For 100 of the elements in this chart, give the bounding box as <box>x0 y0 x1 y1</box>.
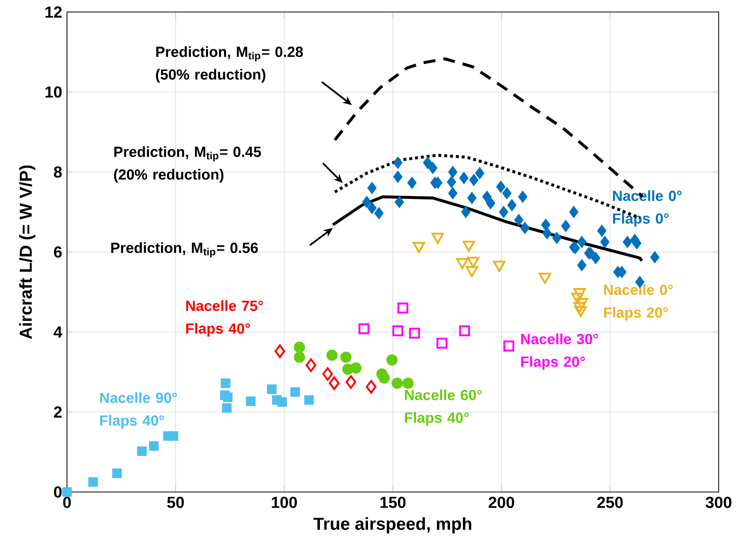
point <box>496 180 506 193</box>
point <box>277 397 287 407</box>
y-tick-label: 4 <box>54 326 62 338</box>
point <box>571 292 584 304</box>
point <box>446 176 456 188</box>
point <box>498 206 508 218</box>
point <box>459 325 470 336</box>
y-tick-label: 0 <box>54 486 62 498</box>
point <box>137 446 147 456</box>
point <box>407 176 417 189</box>
y-tick-label: 10 <box>46 86 62 98</box>
text: Prediction, M$_{tip}$= 0.28 (50% reduction) <box>156 46 303 83</box>
point <box>222 392 233 402</box>
point <box>552 232 562 244</box>
series-label: Nacelle 75° Flaps 40° <box>186 300 264 337</box>
point <box>394 196 404 208</box>
point <box>378 372 390 384</box>
point <box>290 387 300 397</box>
x-tick-label: 100 <box>272 496 297 508</box>
point <box>362 196 372 208</box>
point <box>577 236 586 248</box>
point <box>597 224 606 237</box>
point <box>350 362 362 374</box>
point <box>358 323 370 334</box>
point <box>466 256 480 268</box>
x-tick-label: 200 <box>488 496 514 508</box>
point <box>328 376 340 390</box>
point <box>462 240 476 252</box>
point <box>274 344 286 358</box>
point <box>412 242 426 254</box>
x-tick-label: 150 <box>380 496 406 508</box>
point <box>541 218 550 231</box>
point <box>367 182 377 194</box>
point <box>622 236 632 248</box>
text: Prediction, M$_{tip}$= 0.45 (20% reduction) <box>114 146 261 183</box>
point <box>469 174 479 186</box>
point <box>428 162 438 174</box>
point <box>573 288 586 300</box>
point <box>456 258 469 270</box>
point <box>520 222 530 234</box>
point <box>220 378 230 388</box>
point <box>393 156 403 169</box>
series-label: Nacelle 30° Flaps 20° <box>521 333 598 370</box>
point <box>569 206 578 218</box>
point <box>294 342 306 353</box>
point <box>577 259 586 272</box>
point <box>340 352 352 363</box>
point <box>246 396 256 406</box>
point <box>304 395 314 405</box>
point <box>448 187 458 200</box>
point <box>222 403 232 413</box>
point <box>436 338 448 349</box>
x-tick-label: 0 <box>63 496 71 508</box>
point <box>409 328 420 339</box>
point <box>88 477 98 487</box>
point <box>393 170 403 183</box>
point <box>502 187 512 200</box>
point <box>507 199 517 212</box>
series-label: Nacelle 0° Flaps 0° <box>613 190 682 227</box>
point <box>573 302 586 314</box>
point <box>422 156 432 169</box>
point <box>397 302 408 314</box>
point <box>392 325 404 336</box>
x-tick-label: 300 <box>706 496 732 508</box>
series-label: Nacelle 60° Flaps 40° <box>404 389 482 426</box>
point <box>482 190 492 203</box>
point <box>493 260 506 272</box>
point <box>486 197 496 210</box>
point <box>346 375 356 389</box>
point <box>62 487 72 497</box>
point <box>475 167 484 180</box>
point <box>294 352 306 363</box>
point <box>591 252 600 264</box>
series-label: Nacelle 90° Flaps 40° <box>100 392 177 429</box>
point <box>267 384 277 394</box>
point <box>650 251 660 264</box>
point <box>514 214 524 226</box>
point <box>518 190 528 203</box>
point <box>326 350 338 361</box>
x-tick-label: 50 <box>167 496 184 508</box>
y-tick-label: 2 <box>54 406 62 418</box>
point <box>574 306 587 318</box>
point <box>386 354 398 366</box>
y-axis-title: Aircraft L/D (= W V/P) <box>19 165 36 339</box>
point <box>402 378 414 389</box>
point <box>367 202 377 214</box>
point <box>542 227 552 240</box>
series-label: Nacelle 0° Flaps 20° <box>604 284 673 321</box>
point <box>366 380 376 394</box>
point <box>306 358 316 372</box>
point <box>600 236 610 248</box>
y-tick-label: 8 <box>54 166 62 178</box>
point <box>461 206 470 218</box>
point <box>374 207 384 220</box>
point <box>503 340 514 352</box>
point <box>322 367 334 381</box>
point <box>459 172 469 184</box>
point <box>561 220 570 232</box>
point <box>538 272 552 284</box>
point <box>467 192 477 204</box>
